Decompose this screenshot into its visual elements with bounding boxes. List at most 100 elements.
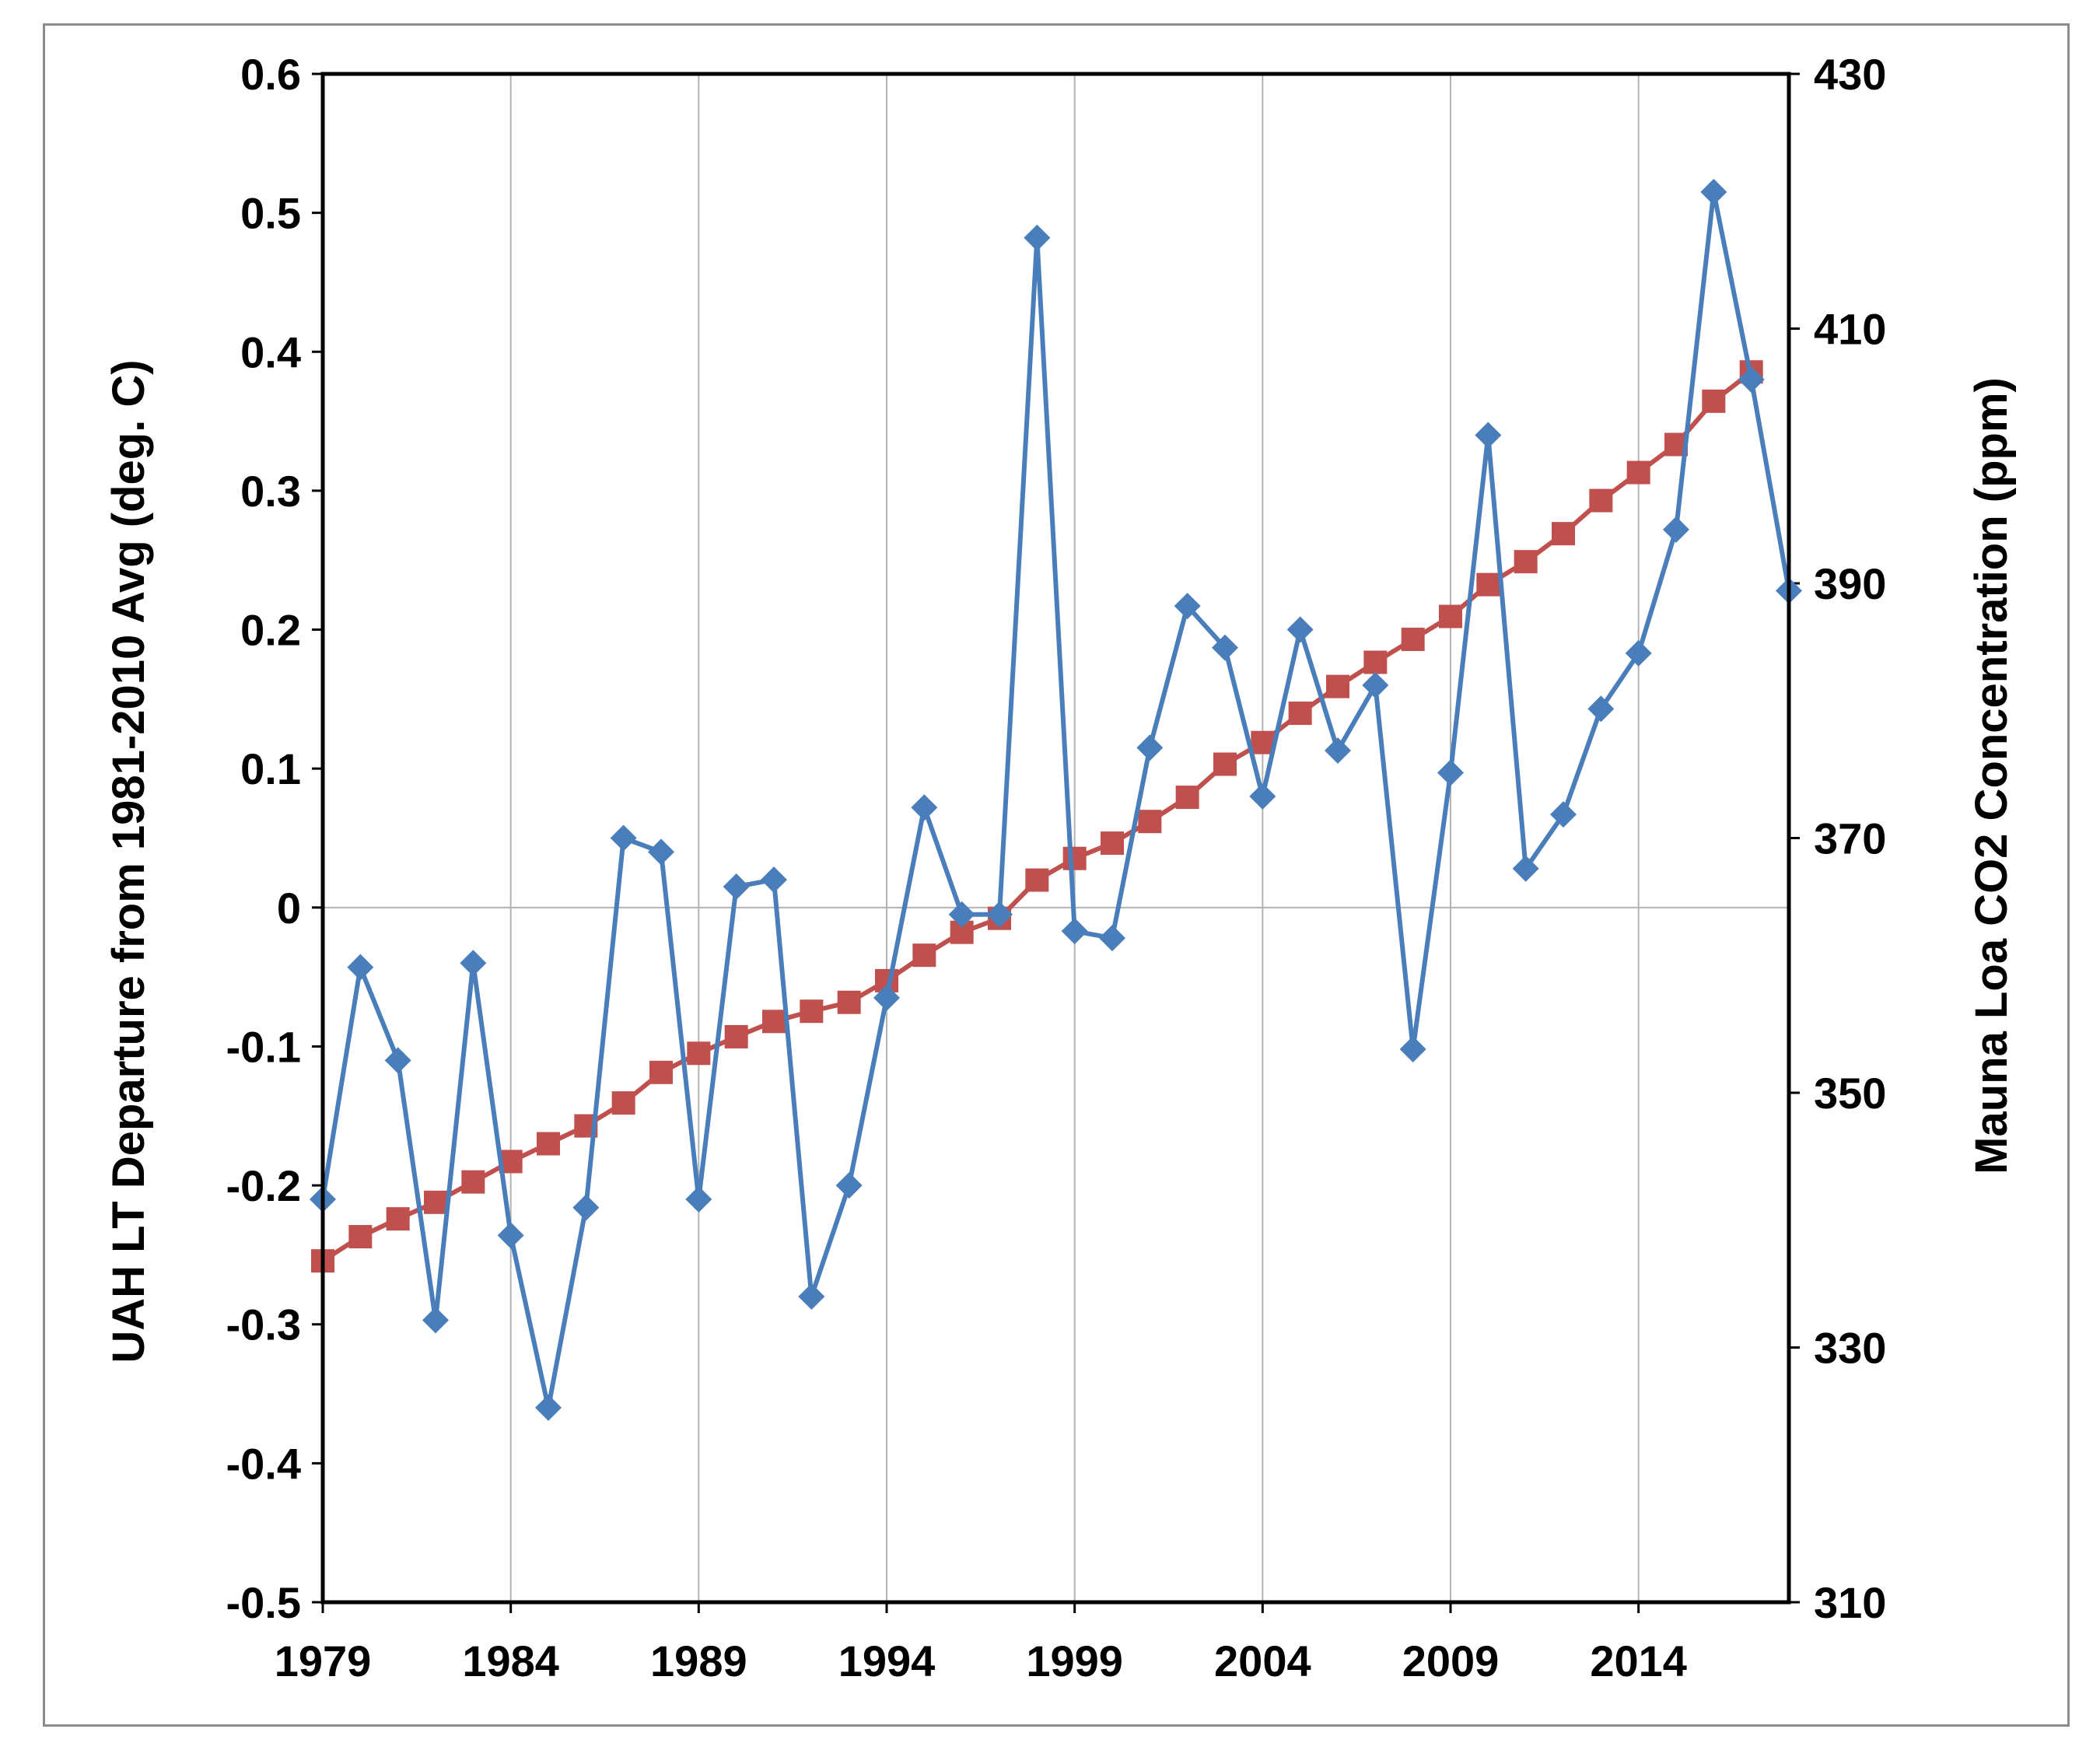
x-tick-label: 2004 bbox=[1214, 1636, 1311, 1685]
temperature-point bbox=[1174, 593, 1201, 620]
y-tick-label: 0 bbox=[277, 884, 301, 933]
co2-point bbox=[1626, 460, 1650, 485]
y2-tick-label: 410 bbox=[1814, 305, 1886, 354]
co2-point bbox=[649, 1060, 673, 1084]
co2-point bbox=[1138, 810, 1162, 834]
x-tick-label: 2014 bbox=[1590, 1636, 1687, 1685]
co2-point bbox=[800, 999, 824, 1024]
y2-tick-label: 390 bbox=[1814, 559, 1886, 608]
temperature-point bbox=[1249, 782, 1276, 810]
co2-point bbox=[1702, 389, 1726, 413]
co2-point bbox=[1401, 628, 1425, 652]
temperature-point bbox=[1136, 734, 1164, 761]
co2-line bbox=[321, 369, 1753, 1263]
co2-point bbox=[1288, 702, 1312, 726]
temperature-point bbox=[422, 1307, 449, 1334]
x-tick-label: 1999 bbox=[1026, 1636, 1123, 1685]
temperature-point bbox=[460, 950, 487, 977]
temperature-point bbox=[723, 873, 750, 901]
co2-point bbox=[537, 1132, 560, 1156]
temperature-point bbox=[1437, 759, 1464, 786]
temperature-point bbox=[572, 1194, 600, 1221]
temperature-point bbox=[761, 866, 787, 894]
temperature-point bbox=[1550, 801, 1577, 828]
tick-labels: 1979 1984 1989 1994 1999 2004 2009 2014 0.6 0.5 0.… bbox=[226, 50, 1887, 1685]
co2-point bbox=[912, 943, 936, 968]
temperature-point bbox=[1625, 639, 1652, 667]
co2-point bbox=[762, 1010, 786, 1034]
co2-point bbox=[1062, 846, 1087, 870]
temperature-point bbox=[347, 954, 374, 981]
y2-tick-label: 430 bbox=[1814, 50, 1886, 99]
co2-series bbox=[311, 360, 1763, 1273]
y-tick-label: -0.3 bbox=[226, 1300, 302, 1349]
y-tick-label: 0.4 bbox=[240, 327, 301, 376]
co2-point bbox=[1476, 572, 1500, 597]
co2-point bbox=[1363, 650, 1388, 674]
co2-point bbox=[611, 1091, 635, 1115]
temperature-point bbox=[497, 1222, 524, 1249]
chart-frame bbox=[43, 23, 2070, 1727]
temperature-point bbox=[1024, 224, 1051, 251]
co2-point bbox=[1514, 550, 1538, 574]
series-layer bbox=[310, 178, 1802, 1421]
plot-area bbox=[320, 72, 1791, 1605]
temperature-point bbox=[1587, 695, 1615, 723]
co2-point bbox=[724, 1024, 748, 1048]
co2-point bbox=[1439, 604, 1462, 628]
co2-point bbox=[1175, 786, 1199, 810]
x-tick-label: 1994 bbox=[838, 1636, 936, 1685]
co2-point bbox=[687, 1041, 711, 1066]
co2-point bbox=[837, 990, 861, 1014]
temperature-point bbox=[986, 901, 1013, 928]
temperature-point bbox=[1399, 1036, 1426, 1063]
y-tick-label: 0.1 bbox=[240, 744, 301, 793]
y-tick-label: 0.5 bbox=[240, 189, 301, 238]
temperature-point bbox=[948, 901, 975, 928]
x-tick-label: 1989 bbox=[650, 1636, 747, 1685]
y-tick-label: -0.2 bbox=[226, 1161, 302, 1210]
temperature-point bbox=[535, 1394, 562, 1421]
co2-point bbox=[1213, 752, 1237, 776]
co2-point bbox=[386, 1207, 410, 1231]
temperature-point bbox=[873, 984, 900, 1011]
temperature-point bbox=[384, 1047, 411, 1074]
temperature-point bbox=[1738, 366, 1765, 393]
y-tick-label: 0.3 bbox=[240, 467, 301, 516]
co2-point bbox=[1251, 730, 1275, 754]
gridlines bbox=[312, 72, 1800, 1613]
right-axis-title: Mauna Loa CO2 Concentration (ppm) bbox=[1966, 377, 2017, 1174]
y2-tick-label: 370 bbox=[1814, 814, 1886, 863]
temperature-point bbox=[1286, 616, 1314, 643]
temperature-line bbox=[320, 189, 1791, 1410]
co2-point bbox=[1552, 522, 1575, 546]
temperature-point bbox=[1325, 737, 1351, 764]
left-axis-title: UAH LT Departure from 1981-2010 Avg (deg… bbox=[103, 359, 154, 1363]
co2-point bbox=[461, 1170, 485, 1194]
temperature-point bbox=[1099, 925, 1125, 952]
temperature-point bbox=[1061, 918, 1088, 945]
x-tick-label: 1984 bbox=[462, 1636, 559, 1685]
temperature-point bbox=[1663, 516, 1689, 543]
co2-point bbox=[1326, 674, 1349, 698]
y-tick-label: 0.2 bbox=[240, 606, 301, 655]
temperature-point bbox=[685, 1185, 712, 1213]
co2-point bbox=[1101, 831, 1124, 856]
co2-point bbox=[424, 1190, 447, 1214]
temperature-point bbox=[1362, 672, 1389, 698]
co2-point bbox=[348, 1225, 373, 1249]
y-tick-label: -0.1 bbox=[226, 1022, 302, 1071]
co2-point bbox=[1589, 488, 1613, 513]
temperature-point bbox=[798, 1283, 825, 1310]
temperature-point bbox=[1700, 178, 1727, 205]
temperature-point bbox=[1475, 422, 1502, 449]
x-tick-label: 1979 bbox=[275, 1636, 372, 1685]
y2-tick-label: 310 bbox=[1814, 1578, 1886, 1627]
temperature-point bbox=[1212, 634, 1238, 661]
y-tick-label: -0.4 bbox=[226, 1439, 302, 1488]
temperature-point bbox=[1512, 855, 1539, 882]
y2-tick-label: 330 bbox=[1814, 1324, 1886, 1373]
x-tick-label: 2009 bbox=[1402, 1636, 1500, 1685]
y-tick-label: -0.5 bbox=[226, 1578, 302, 1627]
